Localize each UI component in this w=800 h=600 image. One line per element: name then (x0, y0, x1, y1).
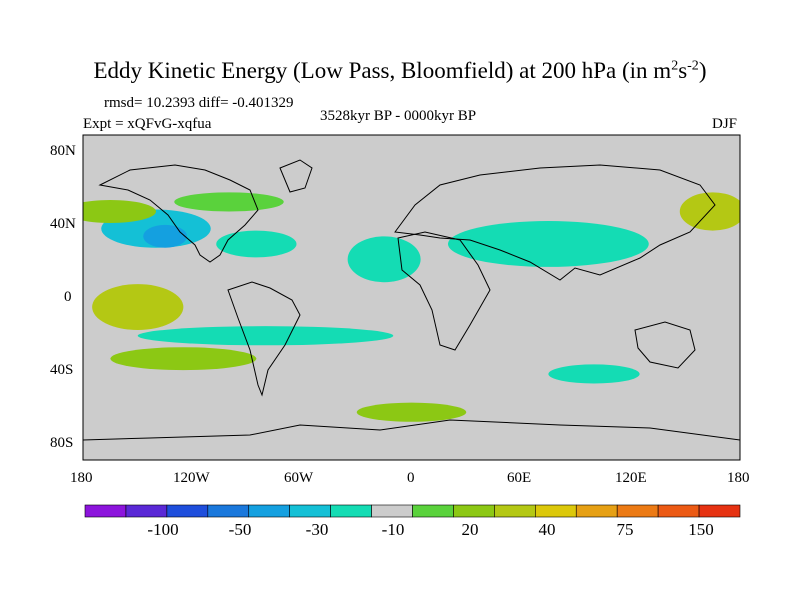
season-label: DJF (712, 116, 738, 132)
anomaly-region (548, 364, 640, 384)
anomaly-region (110, 347, 257, 371)
period-label: 3528kyr BP - 0000kyr BP (320, 108, 477, 124)
colorbar-swatch (371, 504, 413, 518)
coastline-north-america (98, 164, 259, 263)
anomaly-region (347, 236, 421, 283)
anomaly-region (143, 224, 188, 248)
colorbar-swatch (616, 504, 659, 518)
colorbar-swatch (412, 504, 454, 518)
experiment-label: Expt = xQFvG-xqfua (83, 116, 212, 132)
colorbar-label: -30 (305, 520, 329, 539)
colorbar-label: 40 (538, 520, 556, 539)
coastlines (83, 159, 740, 441)
colorbar-label: 150 (688, 520, 714, 539)
colorbar-swatch (698, 504, 741, 518)
colorbar-swatch (657, 504, 700, 518)
anomaly-region (137, 326, 394, 346)
lon-tick-180e: 180 (727, 470, 750, 486)
anomaly-region (174, 192, 284, 212)
anomaly-region (92, 284, 184, 331)
lat-tick-80n: 80N (50, 143, 76, 159)
coastline-south-america (227, 281, 301, 397)
colorbar-label: 20 (461, 520, 479, 539)
colorbar-swatch (248, 504, 290, 518)
anomaly-contours (83, 192, 740, 422)
coastline-eurasia (394, 164, 716, 281)
colorbar-swatch (289, 504, 331, 518)
colorbar-swatch (125, 504, 168, 518)
colorbar-swatch (207, 504, 250, 518)
colorbar-swatch (166, 504, 209, 518)
colorbar-swatch (494, 504, 536, 518)
lat-tick-40n: 40N (50, 216, 76, 232)
colorbar-swatch (575, 504, 618, 518)
colorbar-label: -50 (228, 520, 252, 539)
colorbar-swatch (453, 504, 495, 518)
lat-tick-80s: 80S (50, 435, 74, 451)
lon-tick-120e: 120E (615, 470, 647, 486)
lon-tick-60e: 60E (507, 470, 532, 486)
colorbar-swatch (84, 504, 127, 518)
rmsd-diff-label: rmsd= 10.2393 diff= -0.401329 (104, 95, 294, 111)
lat-tick-0: 0 (64, 289, 72, 305)
anomaly-region (83, 200, 156, 223)
anomaly-region (448, 221, 649, 267)
lat-tick-40s: 40S (50, 362, 74, 378)
anomaly-region (679, 192, 740, 231)
lon-tick-180w: 180 (70, 470, 93, 486)
colorbar-label: -100 (147, 520, 179, 539)
chart-title: Eddy Kinetic Energy (Low Pass, Bloomfiel… (93, 58, 707, 83)
colorbar-swatch (535, 504, 577, 518)
colorbar-label: -10 (381, 520, 405, 539)
lon-tick-0: 0 (407, 470, 415, 486)
lon-tick-120w: 120W (173, 470, 210, 486)
map-frame (82, 134, 741, 461)
coastline-australia (634, 321, 696, 369)
anomaly-region (356, 402, 467, 422)
coastline-greenland (279, 159, 313, 193)
colorbar-swatch (330, 504, 372, 518)
colorbar (84, 504, 741, 518)
lon-tick-60w: 60W (284, 470, 314, 486)
coastline-antarctica (83, 419, 740, 441)
anomaly-region (216, 230, 297, 258)
colorbar-label: 75 (616, 520, 634, 539)
